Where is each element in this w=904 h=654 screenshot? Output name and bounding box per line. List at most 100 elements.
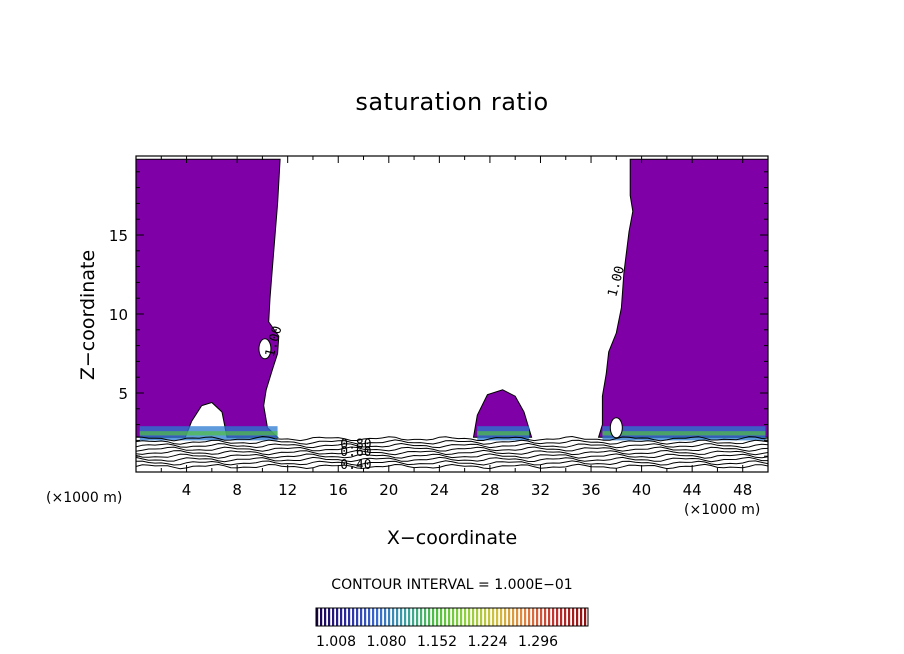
colorbar-stripe — [364, 608, 367, 626]
saturated-region-right — [597, 158, 769, 438]
contour-label: 0.60 — [340, 445, 371, 460]
colorbar-stripe — [408, 608, 411, 626]
colorbar-tick-label: 1.008 — [316, 634, 356, 650]
colorbar-stripe — [424, 608, 427, 626]
x-tick-label: 28 — [480, 481, 499, 499]
colorbar-stripe — [504, 608, 507, 626]
contour-line — [135, 446, 769, 452]
colorbar-stripe — [324, 608, 327, 626]
saturated-region-center-bubble — [472, 389, 533, 438]
colorbar-stripe — [404, 608, 407, 626]
colorbar-stripe — [584, 608, 587, 626]
contour-labels: 1.001.000.800.600.40 — [263, 264, 628, 472]
colorbar-stripe — [388, 608, 391, 626]
x-tick-label: 48 — [733, 481, 752, 499]
colorbar-tick-label: 1.152 — [417, 634, 457, 650]
x-tick-label: 36 — [581, 481, 600, 499]
colorbar-stripe — [556, 608, 559, 626]
colorbar-stripe — [344, 608, 347, 626]
colorbar-stripe — [320, 608, 323, 626]
colorbar-stripe — [572, 608, 575, 626]
colorbar-tick-label: 1.080 — [366, 634, 406, 650]
x-tick-label: 20 — [379, 481, 398, 499]
colorbar-stripe — [360, 608, 363, 626]
saturated-region-left — [135, 158, 281, 438]
contour-label: 0.40 — [340, 458, 371, 473]
near-surface-contours — [135, 435, 769, 470]
colorbar-stripe — [524, 608, 527, 626]
supersaturation-core-right — [602, 431, 766, 436]
colorbar-stripe — [488, 608, 491, 626]
chart-title: saturation ratio — [355, 88, 549, 116]
colorbar-stripe — [372, 608, 375, 626]
colorbar-stripe — [460, 608, 463, 626]
colorbar-stripe — [348, 608, 351, 626]
colorbar-stripe — [472, 608, 475, 626]
colorbar-stripe — [352, 608, 355, 626]
colorbar-stripe — [368, 608, 371, 626]
contour-line — [135, 435, 769, 442]
colorbar-stripe — [412, 608, 415, 626]
colorbar: 1.008 1.080 1.152 1.224 1.296 — [315, 607, 589, 650]
colorbar-stripe — [336, 608, 339, 626]
colorbar-stripe — [376, 608, 379, 626]
colorbar-stripe — [516, 608, 519, 626]
colorbar-stripe — [340, 608, 343, 626]
colorbar-stripe — [576, 608, 579, 626]
x-tick-label: 40 — [632, 481, 651, 499]
colorbar-stripe — [560, 608, 563, 626]
colorbar-stripe — [432, 608, 435, 626]
colorbar-stripe — [416, 608, 419, 626]
x-tick-label: 12 — [278, 481, 297, 499]
colorbar-tick-label: 1.224 — [467, 634, 507, 650]
colorbar-stripe — [484, 608, 487, 626]
colorbar-tick-label: 1.296 — [518, 634, 558, 650]
colorbar-stripe — [332, 608, 335, 626]
x-tick-label: 32 — [531, 481, 550, 499]
colorbar-stripe — [500, 608, 503, 626]
x-tick-label: 44 — [683, 481, 702, 499]
colorbar-stripe — [564, 608, 567, 626]
contour-line — [135, 463, 769, 470]
colorbar-stripe — [568, 608, 571, 626]
colorbar-stripe — [384, 608, 387, 626]
colorbar-stripe — [452, 608, 455, 626]
colorbar-stripe — [476, 608, 479, 626]
colorbar-stripe — [496, 608, 499, 626]
colorbar-stripe — [552, 608, 555, 626]
saturated-regions — [135, 158, 769, 441]
colorbar-stripe — [512, 608, 515, 626]
colorbar-stripe — [444, 608, 447, 626]
z-unit-label: (×1000 m) — [684, 502, 761, 518]
colorbar-stripe — [392, 608, 395, 626]
contour-line — [135, 439, 769, 445]
colorbar-stripe — [480, 608, 483, 626]
colorbar-stripe — [520, 608, 523, 626]
supersaturation-core-left — [139, 431, 278, 436]
contour-label: 0.80 — [340, 437, 371, 452]
colorbar-stripe — [356, 608, 359, 626]
colorbar-stripe — [420, 608, 423, 626]
colorbar-stripe — [328, 608, 331, 626]
x-tick-label: 4 — [182, 481, 192, 499]
left-hole — [258, 338, 272, 360]
contour-interval-label: CONTOUR INTERVAL = 1.000E−01 — [331, 577, 573, 593]
contour-line — [135, 456, 768, 463]
colorbar-stripe — [580, 608, 583, 626]
colorbar-stripe — [396, 608, 399, 626]
x-tick-label: 16 — [329, 481, 348, 499]
x-tick-label: 8 — [232, 481, 242, 499]
colorbar-stripe — [492, 608, 495, 626]
colorbar-stripe — [508, 608, 511, 626]
contour-line — [135, 449, 769, 456]
colorbar-stripe — [428, 608, 431, 626]
colorbar-stripe — [468, 608, 471, 626]
supersaturation-core-center-bubble — [477, 431, 530, 436]
colorbar-stripe — [440, 608, 443, 626]
colorbar-frame — [315, 607, 589, 627]
x-axis-label: X−coordinate — [386, 527, 518, 549]
contour-line — [135, 460, 769, 466]
colorbar-stripe — [400, 608, 403, 626]
